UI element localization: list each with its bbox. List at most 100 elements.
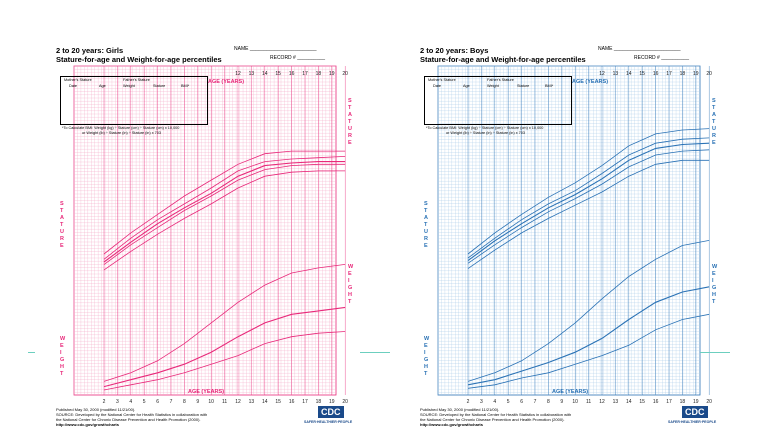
- girls-record-label: RECORD #: [270, 55, 296, 61]
- stature-axis-letter: R: [712, 133, 716, 139]
- stature-curve-50th: [103, 161, 346, 263]
- girls-footer: Published May 30, 2000 (modified 11/21/0…: [56, 407, 296, 427]
- age-tick-top: 19: [693, 71, 699, 77]
- age-tick-top: 15: [275, 71, 281, 77]
- stature-axis-letter: T: [424, 222, 428, 228]
- age-tick-top: 18: [680, 71, 686, 77]
- stature-curve-75th: [467, 137, 710, 259]
- weight-axis-letter: G: [424, 357, 428, 363]
- stature-axis-letter: U: [712, 126, 716, 132]
- age-tick-top: 14: [626, 71, 632, 77]
- age-tick-bottom: 7: [534, 399, 537, 405]
- weight-axis-letter: T: [348, 299, 352, 305]
- age-tick-bottom: 20: [706, 399, 712, 405]
- boys-footer-link[interactable]: http://www.cdc.gov/growthcharts: [420, 422, 483, 427]
- age-tick-bottom: 11: [222, 399, 227, 405]
- boys-title-line2: Stature-for-age and Weight-for-age perce…: [420, 55, 586, 64]
- boys-footer-3: the National Center for Chronic Disease …: [420, 417, 565, 422]
- boys-growth-chart: 2 3 4 5 6 7 8 9 10 11 12 12 13 13 14 14 15 15 16 16 17 17 18 18…: [420, 40, 730, 428]
- age-tick-top: 19: [329, 71, 335, 77]
- stature-curve-5th: [103, 170, 346, 271]
- weight-axis-letter: I: [60, 350, 62, 356]
- girls-title: 2 to 20 years: Girls Stature-for-age and…: [56, 46, 222, 64]
- age-tick-bottom: 18: [316, 399, 322, 405]
- age-tick-bottom: 18: [680, 399, 686, 405]
- weight-axis-letter: H: [712, 292, 716, 298]
- age-axis-label: AGE (YEARS): [572, 79, 608, 85]
- boys-record-table[interactable]: Mother's Stature Father's Stature Date A…: [424, 76, 572, 125]
- stature-axis-letter: S: [424, 201, 428, 207]
- stature-axis-letter: A: [712, 112, 716, 118]
- girls-bmi-note-1: *To Calculate BMI: Weight (kg) ÷ Stature…: [62, 126, 180, 130]
- age-tick-top: 13: [249, 71, 255, 77]
- boys-col-weight: Weight: [487, 84, 499, 88]
- girls-fathers-stature: Father's Stature: [123, 78, 150, 82]
- girls-footer-link[interactable]: http://www.cdc.gov/growthcharts: [56, 422, 119, 427]
- age-tick-bottom: 15: [275, 399, 281, 405]
- age-tick-bottom: 13: [613, 399, 619, 405]
- weight-axis-letter: E: [712, 271, 716, 277]
- age-tick-bottom: 3: [480, 399, 483, 405]
- boys-title-line1: 2 to 20 years: Boys: [420, 46, 489, 55]
- age-tick-bottom: 2: [103, 399, 106, 405]
- stature-axis-letter: R: [424, 236, 428, 242]
- age-tick-top: 16: [653, 71, 659, 77]
- girls-name-label: NAME: [234, 46, 249, 52]
- boys-bmi-note-1: *To Calculate BMI: Weight (kg) ÷ Stature…: [426, 126, 544, 130]
- stature-axis-letter: T: [60, 208, 64, 214]
- weight-axis-letter: W: [60, 336, 66, 342]
- stature-axis-letter: A: [60, 215, 64, 221]
- age-tick-bottom: 8: [183, 399, 186, 405]
- stature-axis-letter: T: [712, 119, 716, 125]
- stature-axis-letter: U: [60, 229, 64, 235]
- weight-axis-letter: H: [348, 292, 352, 298]
- age-tick-bottom: 10: [572, 399, 578, 405]
- stature-axis-letter: E: [348, 140, 352, 146]
- girls-footer-2: SOURCE: Developed by the National Center…: [56, 412, 208, 417]
- age-tick-bottom: 11: [586, 399, 591, 405]
- girls-footer-3: the National Center for Chronic Disease …: [56, 417, 201, 422]
- stature-axis-letter: R: [348, 133, 352, 139]
- girls-name-field[interactable]: NAME ________________________: [234, 46, 317, 52]
- stature-axis-letter: R: [60, 236, 64, 242]
- girls-record-table[interactable]: Mother's Stature Father's Stature Date A…: [60, 76, 208, 125]
- boys-record-field[interactable]: RECORD # __________: [634, 55, 690, 61]
- cdc-tagline: SAFER·HEALTHIER·PEOPLE: [668, 420, 717, 424]
- age-tick-top: 12: [599, 71, 605, 77]
- age-tick-bottom: 13: [249, 399, 255, 405]
- girls-record-field[interactable]: RECORD # __________: [270, 55, 326, 61]
- girls-footer-1: Published May 30, 2000 (modified 11/21/0…: [56, 407, 136, 412]
- stature-axis-letter: S: [348, 98, 352, 104]
- age-tick-bottom: 2: [467, 399, 470, 405]
- boys-name-field[interactable]: NAME ________________________: [598, 46, 681, 52]
- stature-curve-25th: [103, 163, 346, 265]
- age-tick-top: 17: [302, 71, 308, 77]
- age-tick-bottom: 16: [289, 399, 295, 405]
- girls-col-date: Date: [69, 84, 78, 88]
- boys-footer-1: Published May 30, 2000 (modified 11/21/0…: [420, 407, 500, 412]
- weight-curve-50th: [103, 306, 346, 388]
- age-tick-top: 16: [289, 71, 295, 77]
- weight-axis-letter: W: [424, 336, 430, 342]
- weight-curve-95th: [103, 264, 346, 382]
- weight-axis-letter: H: [60, 364, 64, 370]
- stature-axis-letter: A: [424, 215, 428, 221]
- age-axis-label-bottom: AGE (YEARS): [188, 389, 224, 395]
- age-tick-top: 14: [262, 71, 268, 77]
- girls-title-line1: 2 to 20 years: Girls: [56, 46, 124, 55]
- weight-axis-letter: G: [60, 357, 64, 363]
- age-axis-label-bottom: AGE (YEARS): [552, 389, 588, 395]
- age-tick-bottom: 10: [208, 399, 214, 405]
- age-tick-bottom: 6: [520, 399, 523, 405]
- age-tick-top: 17: [666, 71, 672, 77]
- boys-mothers-stature: Mother's Stature: [428, 78, 456, 82]
- age-tick-bottom: 12: [599, 399, 605, 405]
- cdc-logo: CDC: [318, 406, 344, 418]
- boys-footer: Published May 30, 2000 (modified 11/21/0…: [420, 407, 660, 427]
- weight-axis-letter: E: [348, 271, 352, 277]
- age-tick-bottom: 20: [342, 399, 348, 405]
- age-tick-bottom: 3: [116, 399, 119, 405]
- boys-col-date: Date: [433, 84, 442, 88]
- stature-axis-letter: E: [60, 243, 64, 249]
- stature-curve-95th: [103, 150, 346, 255]
